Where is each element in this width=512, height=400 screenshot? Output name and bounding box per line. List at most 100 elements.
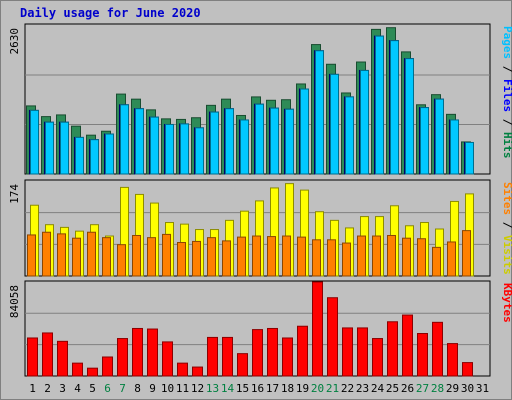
- bar-pages-day-17: [270, 107, 279, 175]
- bar-kbytes-day-3: [57, 340, 68, 377]
- bar-pages-day-26: [405, 58, 414, 175]
- x-tick-label-24: 24: [371, 382, 385, 395]
- x-tick-label-28: 28: [431, 382, 444, 395]
- bar-sites-day-4: [72, 237, 81, 277]
- bar-sites-day-8: [132, 234, 141, 277]
- bar-kbytes-day-5: [87, 367, 98, 377]
- bar-sites-day-16: [252, 235, 261, 277]
- bar-pages-day-5: [90, 139, 99, 175]
- x-tick-label-14: 14: [221, 382, 235, 395]
- x-tick-label-18: 18: [281, 382, 294, 395]
- bar-kbytes-day-22: [342, 327, 353, 377]
- bar-kbytes-day-17: [267, 327, 278, 377]
- bar-sites-day-26: [402, 237, 411, 277]
- series-label-part-kbytes-0: KBytes: [501, 283, 512, 323]
- x-tick-label-19: 19: [296, 382, 309, 395]
- bar-sites-day-25: [387, 234, 396, 277]
- x-tick-label-2: 2: [44, 382, 51, 395]
- bar-pages-day-18: [285, 108, 294, 175]
- x-tick-label-11: 11: [176, 382, 189, 395]
- x-tick-label-31: 31: [476, 382, 489, 395]
- bar-kbytes-day-21: [327, 297, 338, 377]
- x-tick-label-10: 10: [161, 382, 174, 395]
- chart-title: Daily usage for June 2020: [20, 6, 201, 20]
- series-label-part-visits-sites-0: Sites: [501, 182, 512, 215]
- bar-sites-day-30: [462, 230, 471, 277]
- bar-kbytes-day-16: [252, 329, 263, 377]
- bar-sites-day-11: [177, 242, 186, 277]
- bar-pages-day-4: [75, 136, 84, 175]
- series-label-kbytes: KBytes: [501, 283, 512, 323]
- bar-kbytes-day-19: [297, 325, 308, 377]
- bar-kbytes-day-15: [237, 353, 248, 377]
- ymax-label-kbytes: 84058: [8, 285, 21, 318]
- bar-kbytes-day-9: [147, 328, 158, 377]
- bar-sites-day-24: [372, 235, 381, 277]
- x-tick-label-16: 16: [251, 382, 264, 395]
- x-tick-label-4: 4: [74, 382, 81, 395]
- bar-kbytes-day-27: [417, 333, 428, 377]
- bar-kbytes-day-12: [192, 366, 203, 377]
- x-tick-label-22: 22: [341, 382, 354, 395]
- bar-sites-day-13: [207, 237, 216, 277]
- x-tick-label-1: 1: [29, 382, 36, 395]
- bar-sites-day-18: [282, 235, 291, 277]
- x-tick-label-12: 12: [191, 382, 204, 395]
- bar-pages-day-15: [240, 119, 249, 175]
- bar-pages-day-9: [150, 116, 159, 175]
- bar-pages-day-27: [420, 107, 429, 175]
- bar-kbytes-day-13: [207, 336, 218, 377]
- series-label-part-visits-sites-2: Visits: [501, 235, 512, 275]
- x-tick-label-13: 13: [206, 382, 219, 395]
- bar-sites-day-17: [267, 236, 276, 277]
- bar-sites-day-9: [147, 237, 156, 277]
- x-tick-label-30: 30: [461, 382, 474, 395]
- bar-kbytes-day-7: [117, 338, 128, 377]
- x-tick-label-5: 5: [89, 382, 96, 395]
- bar-kbytes-day-24: [372, 338, 383, 377]
- bar-pages-day-28: [435, 98, 444, 175]
- series-label-part-visits-sites-1: /: [501, 215, 512, 235]
- bar-kbytes-day-10: [162, 341, 173, 377]
- bar-kbytes-day-11: [177, 362, 188, 377]
- bar-kbytes-day-28: [432, 321, 443, 377]
- bar-kbytes-day-18: [282, 337, 293, 377]
- x-tick-label-26: 26: [401, 382, 414, 395]
- x-tick-label-7: 7: [119, 382, 126, 395]
- ymax-label-hits-files-pages: 2630: [8, 28, 21, 55]
- bar-sites-day-19: [297, 236, 306, 277]
- bar-sites-day-15: [237, 236, 246, 277]
- bar-sites-day-5: [87, 231, 96, 277]
- bar-sites-day-29: [447, 241, 456, 277]
- bar-pages-day-21: [330, 73, 339, 175]
- bar-kbytes-day-29: [447, 343, 458, 377]
- bar-pages-day-12: [195, 127, 204, 175]
- x-tick-label-25: 25: [386, 382, 399, 395]
- bar-sites-day-27: [417, 238, 426, 277]
- bar-kbytes-day-2: [42, 332, 53, 377]
- bar-sites-day-20: [312, 239, 321, 277]
- x-tick-label-21: 21: [326, 382, 339, 395]
- bar-pages-day-7: [120, 104, 129, 175]
- bar-sites-day-14: [222, 240, 231, 277]
- bar-pages-day-16: [255, 103, 264, 175]
- bar-pages-day-2: [45, 121, 54, 175]
- series-label-part-hits-files-pages-2: Files: [501, 79, 512, 112]
- bar-pages-day-20: [315, 50, 324, 175]
- bar-sites-day-7: [117, 244, 126, 277]
- bar-pages-day-19: [300, 88, 309, 175]
- bar-kbytes-day-20: [312, 281, 323, 377]
- bar-pages-day-3: [60, 121, 69, 175]
- bar-pages-day-1: [30, 109, 39, 175]
- bar-pages-day-29: [450, 119, 459, 175]
- bar-sites-day-23: [357, 235, 366, 277]
- bar-pages-day-8: [135, 108, 144, 175]
- bar-kbytes-day-23: [357, 327, 368, 377]
- bar-sites-day-12: [192, 240, 201, 277]
- bar-pages-day-13: [210, 111, 219, 175]
- series-label-visits-sites: Sites / Visits: [501, 182, 512, 275]
- x-tick-label-29: 29: [446, 382, 459, 395]
- bar-pages-day-22: [345, 96, 354, 175]
- bar-sites-day-1: [27, 234, 36, 277]
